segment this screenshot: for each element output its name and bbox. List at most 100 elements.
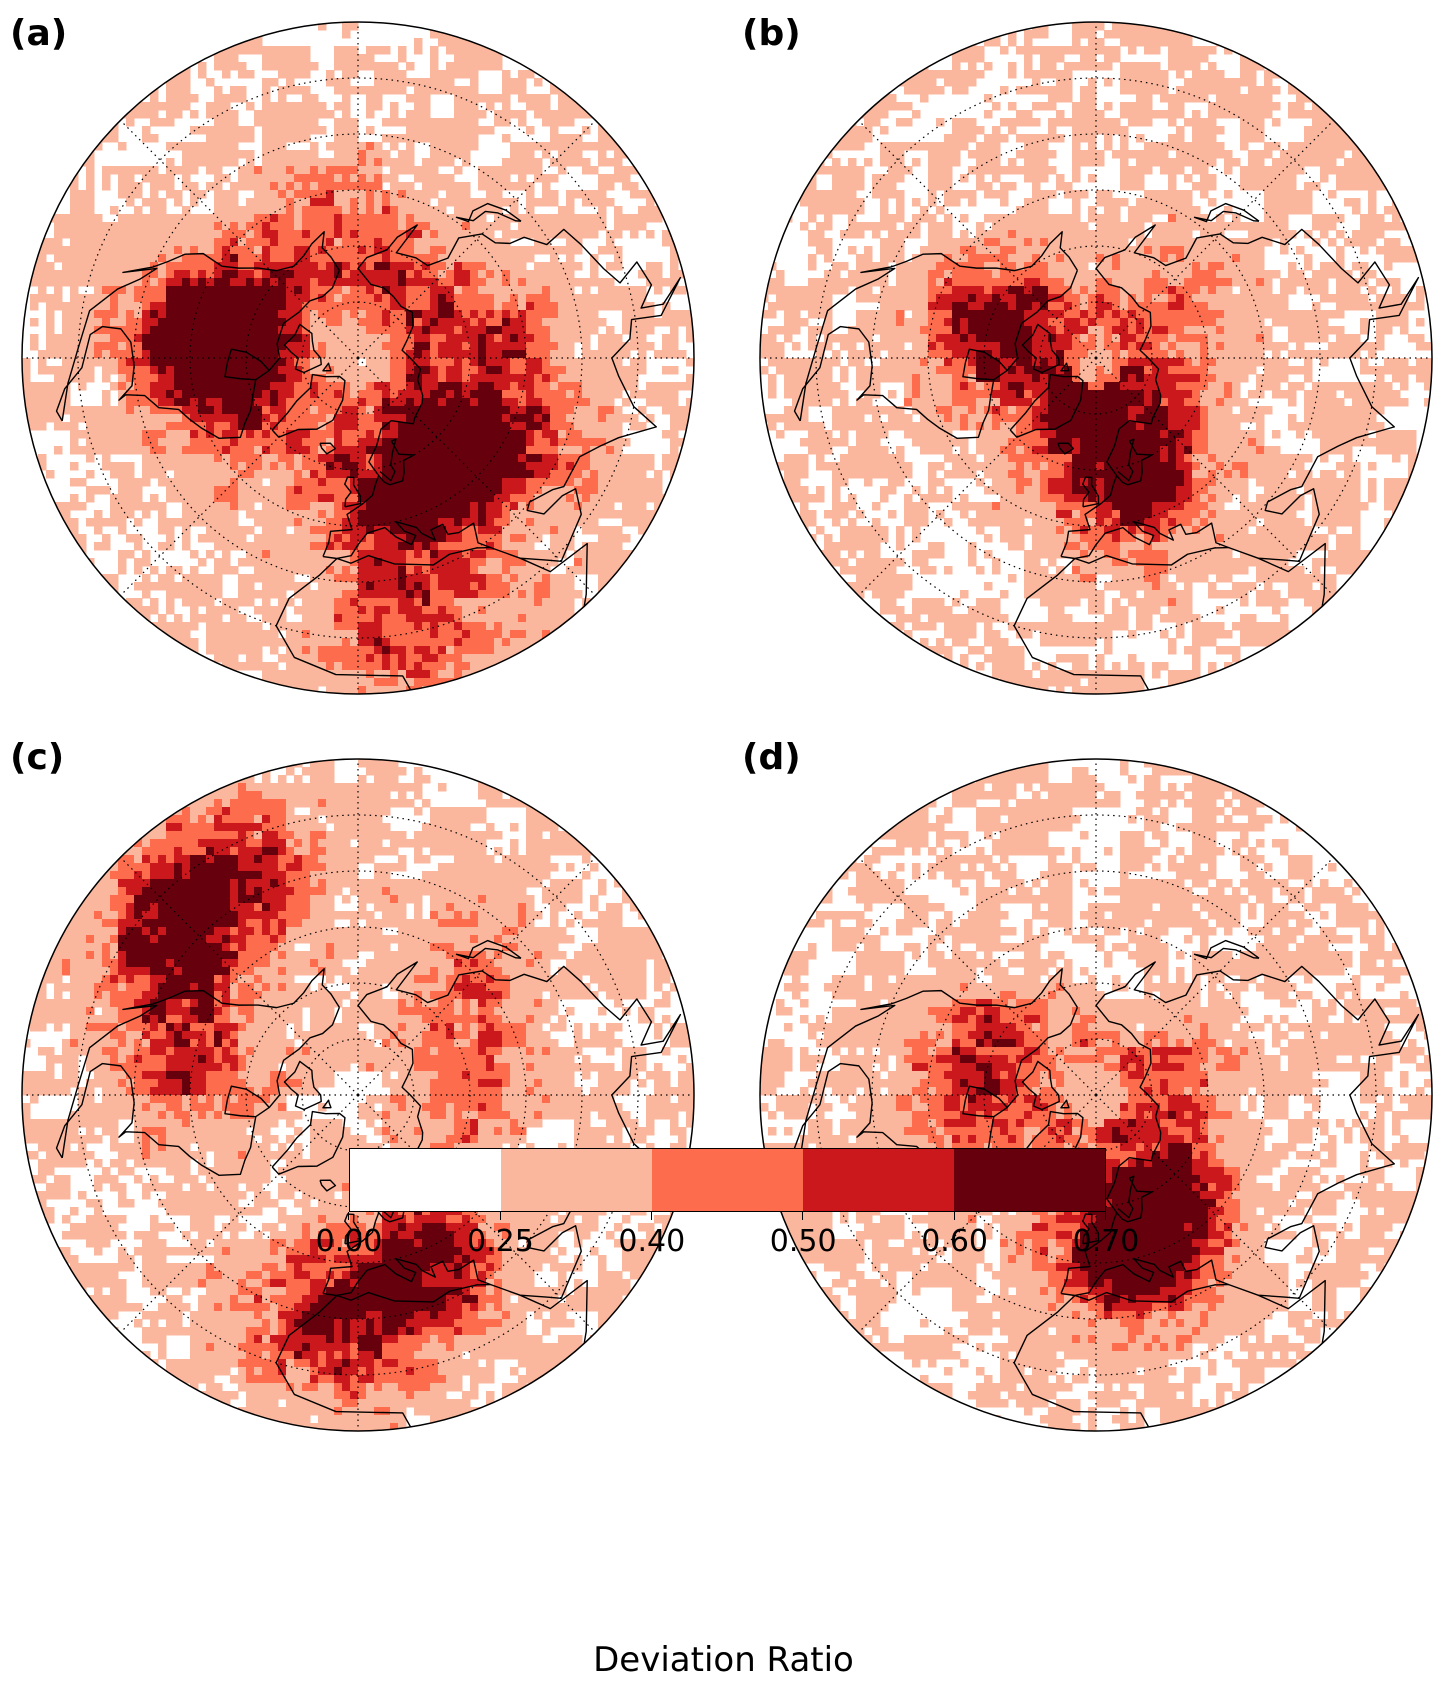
field-cell xyxy=(1168,54,1177,63)
field-cell xyxy=(262,102,271,111)
field-cell xyxy=(454,454,463,463)
field-cell xyxy=(398,206,407,215)
field-cell xyxy=(278,118,287,127)
field-cell xyxy=(382,262,391,271)
field-cell xyxy=(510,526,519,535)
field-cell xyxy=(334,422,343,431)
field-cell xyxy=(550,398,559,407)
field-cell xyxy=(118,366,127,375)
field-cell xyxy=(670,350,679,359)
field-cell xyxy=(390,638,399,647)
field-cell xyxy=(238,134,247,143)
field-cell xyxy=(246,438,255,447)
field-cell xyxy=(46,366,55,375)
field-cell xyxy=(582,526,591,535)
field-cell xyxy=(374,534,383,543)
field-cell xyxy=(342,462,351,471)
field-cell xyxy=(310,430,319,439)
field-cell xyxy=(558,606,567,615)
field-cell xyxy=(470,94,479,103)
field-cell xyxy=(422,246,431,255)
field-cell xyxy=(270,662,279,671)
field-cell xyxy=(206,598,215,607)
field-cell xyxy=(968,70,977,79)
field-cell xyxy=(350,46,359,55)
field-cell xyxy=(454,62,463,71)
field-cell xyxy=(110,270,119,279)
field-cell xyxy=(110,166,119,175)
field-cell xyxy=(462,510,471,519)
field-cell xyxy=(366,174,375,183)
field-cell xyxy=(142,430,151,439)
field-cell xyxy=(270,390,279,399)
field-cell xyxy=(326,638,335,647)
field-cell xyxy=(38,454,47,463)
field-cell xyxy=(238,662,247,671)
field-cell xyxy=(414,198,423,207)
field-cell xyxy=(78,350,87,359)
field-cell xyxy=(1152,70,1161,79)
field-cell xyxy=(614,302,623,311)
field-cell xyxy=(254,390,263,399)
field-cell xyxy=(238,382,247,391)
field-cell xyxy=(310,670,319,679)
field-cell xyxy=(78,342,87,351)
field-cell xyxy=(166,158,175,167)
field-cell xyxy=(494,118,503,127)
field-cell xyxy=(294,206,303,215)
field-cell xyxy=(438,150,447,159)
field-cell xyxy=(454,622,463,631)
field-cell xyxy=(222,70,231,79)
field-cell xyxy=(254,350,263,359)
field-cell xyxy=(590,414,599,423)
field-cell xyxy=(510,422,519,431)
field-cell xyxy=(206,102,215,111)
field-cell xyxy=(558,118,567,127)
field-cell xyxy=(494,110,503,119)
field-cell xyxy=(486,590,495,599)
field-cell xyxy=(928,70,937,79)
field-cell xyxy=(46,310,55,319)
field-cell xyxy=(398,454,407,463)
field-cell xyxy=(190,286,199,295)
field-cell xyxy=(582,318,591,327)
field-cell xyxy=(326,278,335,287)
field-cell xyxy=(254,638,263,647)
field-cell xyxy=(246,390,255,399)
field-cell xyxy=(630,494,639,503)
field-cell xyxy=(558,110,567,119)
field-cell xyxy=(174,230,183,239)
field-cell xyxy=(86,438,95,447)
field-cell xyxy=(430,150,439,159)
field-cell xyxy=(1000,46,1009,55)
field-cell xyxy=(518,302,527,311)
field-cell xyxy=(294,414,303,423)
field-cell xyxy=(366,326,375,335)
field-cell xyxy=(86,270,95,279)
field-cell xyxy=(454,494,463,503)
field-cell xyxy=(382,222,391,231)
field-cell xyxy=(470,366,479,375)
field-cell xyxy=(430,590,439,599)
field-cell xyxy=(294,86,303,95)
field-cell xyxy=(350,166,359,175)
field-cell xyxy=(22,358,31,367)
field-cell xyxy=(438,262,447,271)
field-cell xyxy=(1144,38,1153,47)
field-cell xyxy=(558,518,567,527)
field-cell xyxy=(558,430,567,439)
field-cell xyxy=(518,86,527,95)
field-cell xyxy=(334,510,343,519)
field-cell xyxy=(350,630,359,639)
field-cell xyxy=(102,270,111,279)
field-cell xyxy=(358,470,367,479)
field-cell xyxy=(318,110,327,119)
field-cell xyxy=(462,614,471,623)
field-cell xyxy=(1096,38,1105,47)
field-cell xyxy=(358,494,367,503)
field-cell xyxy=(478,542,487,551)
field-cell xyxy=(398,302,407,311)
field-cell xyxy=(406,502,415,511)
field-cell xyxy=(518,614,527,623)
field-cell xyxy=(110,326,119,335)
